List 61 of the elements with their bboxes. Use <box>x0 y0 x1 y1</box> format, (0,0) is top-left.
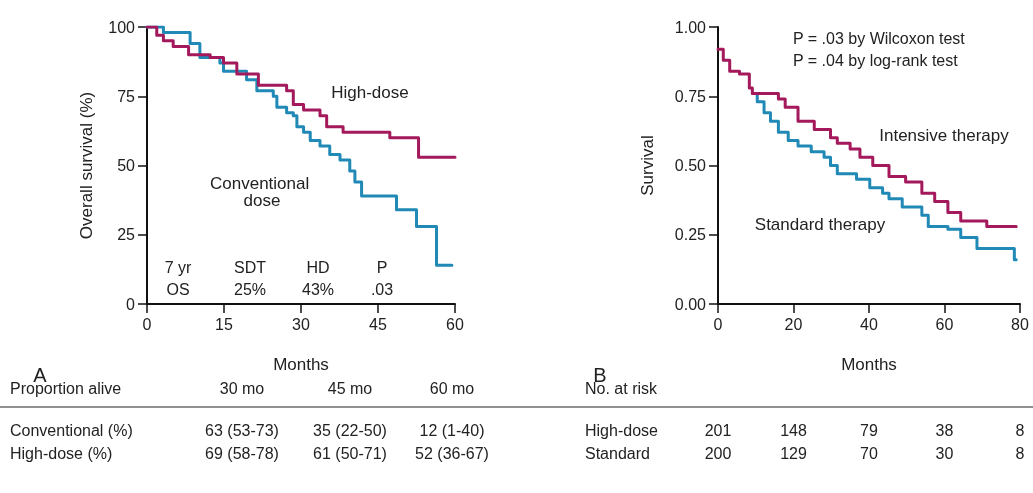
y-tick-label: 1.00 <box>674 18 707 36</box>
y-tick-label: 0 <box>126 295 136 313</box>
text: 69 (58-78) <box>205 444 279 462</box>
series-label: Standard therapy <box>754 214 886 234</box>
y-tick-label: 75 <box>117 87 136 105</box>
text: 45 mo <box>327 379 373 397</box>
text: Standard <box>585 444 650 462</box>
x-tick-label: 80 <box>1011 315 1029 333</box>
text: 201 <box>704 421 732 439</box>
text: 129 <box>780 444 807 462</box>
annotation: P = .04 by log-rank test <box>793 51 959 69</box>
x-tick-label: 60 <box>935 315 954 333</box>
text: 30 mo <box>219 379 265 397</box>
x-tick-label: 60 <box>446 315 464 333</box>
x-tick-label: 45 <box>369 315 387 333</box>
annotation: 43% <box>301 280 335 298</box>
annotation: 25% <box>233 280 267 298</box>
text: 8 <box>1015 444 1025 462</box>
y-tick-label: 25 <box>117 226 136 244</box>
series-label: Conventional dose <box>210 174 314 210</box>
x-tick-label: 40 <box>860 315 878 333</box>
text: 60 mo <box>429 379 475 397</box>
text: 35 (22-50) <box>313 421 387 439</box>
y-tick-label: 100 <box>108 18 136 36</box>
annotation: HD <box>306 258 330 276</box>
annotation: SDT <box>234 258 267 276</box>
text: 79 <box>860 421 878 439</box>
x-tick-label: 20 <box>784 315 803 333</box>
text: 148 <box>780 421 807 439</box>
x-tick-label: 30 <box>292 315 310 333</box>
text: 38 <box>935 421 954 439</box>
text: 63 (53-73) <box>205 421 279 439</box>
y-tick-label: 0.00 <box>674 295 707 313</box>
text: 61 (50-71) <box>313 444 387 462</box>
text: Conventional (%) <box>10 421 133 439</box>
annotation: 7 yr <box>164 258 193 276</box>
text: High-dose <box>585 421 659 439</box>
series-label: Intensive therapy <box>879 125 1010 145</box>
annotation: P <box>376 258 388 276</box>
y-tick-label: 0.25 <box>674 226 707 244</box>
x-axis-title: Months <box>273 355 329 374</box>
text: 200 <box>704 444 732 462</box>
text: 70 <box>860 444 878 462</box>
y-tick-label: 50 <box>117 157 136 174</box>
y-axis-title: Survival <box>638 135 657 196</box>
x-tick-label: 15 <box>215 315 233 333</box>
text: 12 (1-40) <box>419 421 485 439</box>
series-label: High-dose <box>331 82 409 102</box>
text: 52 (36-67) <box>415 444 489 462</box>
y-tick-label: 0.75 <box>674 87 707 105</box>
x-tick-label: 0 <box>142 315 152 333</box>
y-axis-title: Overall survival (%) <box>77 91 96 240</box>
annotation: P = .03 by Wilcoxon test <box>793 29 966 47</box>
annotation: .03 <box>370 280 394 298</box>
text: 8 <box>1015 421 1025 439</box>
text: 30 <box>935 444 954 462</box>
x-axis-title: Months <box>841 355 897 374</box>
y-tick-label: 0.50 <box>674 157 707 174</box>
x-tick-label: 0 <box>713 315 723 333</box>
text: High-dose (%) <box>10 444 113 462</box>
annotation: OS <box>166 280 190 298</box>
